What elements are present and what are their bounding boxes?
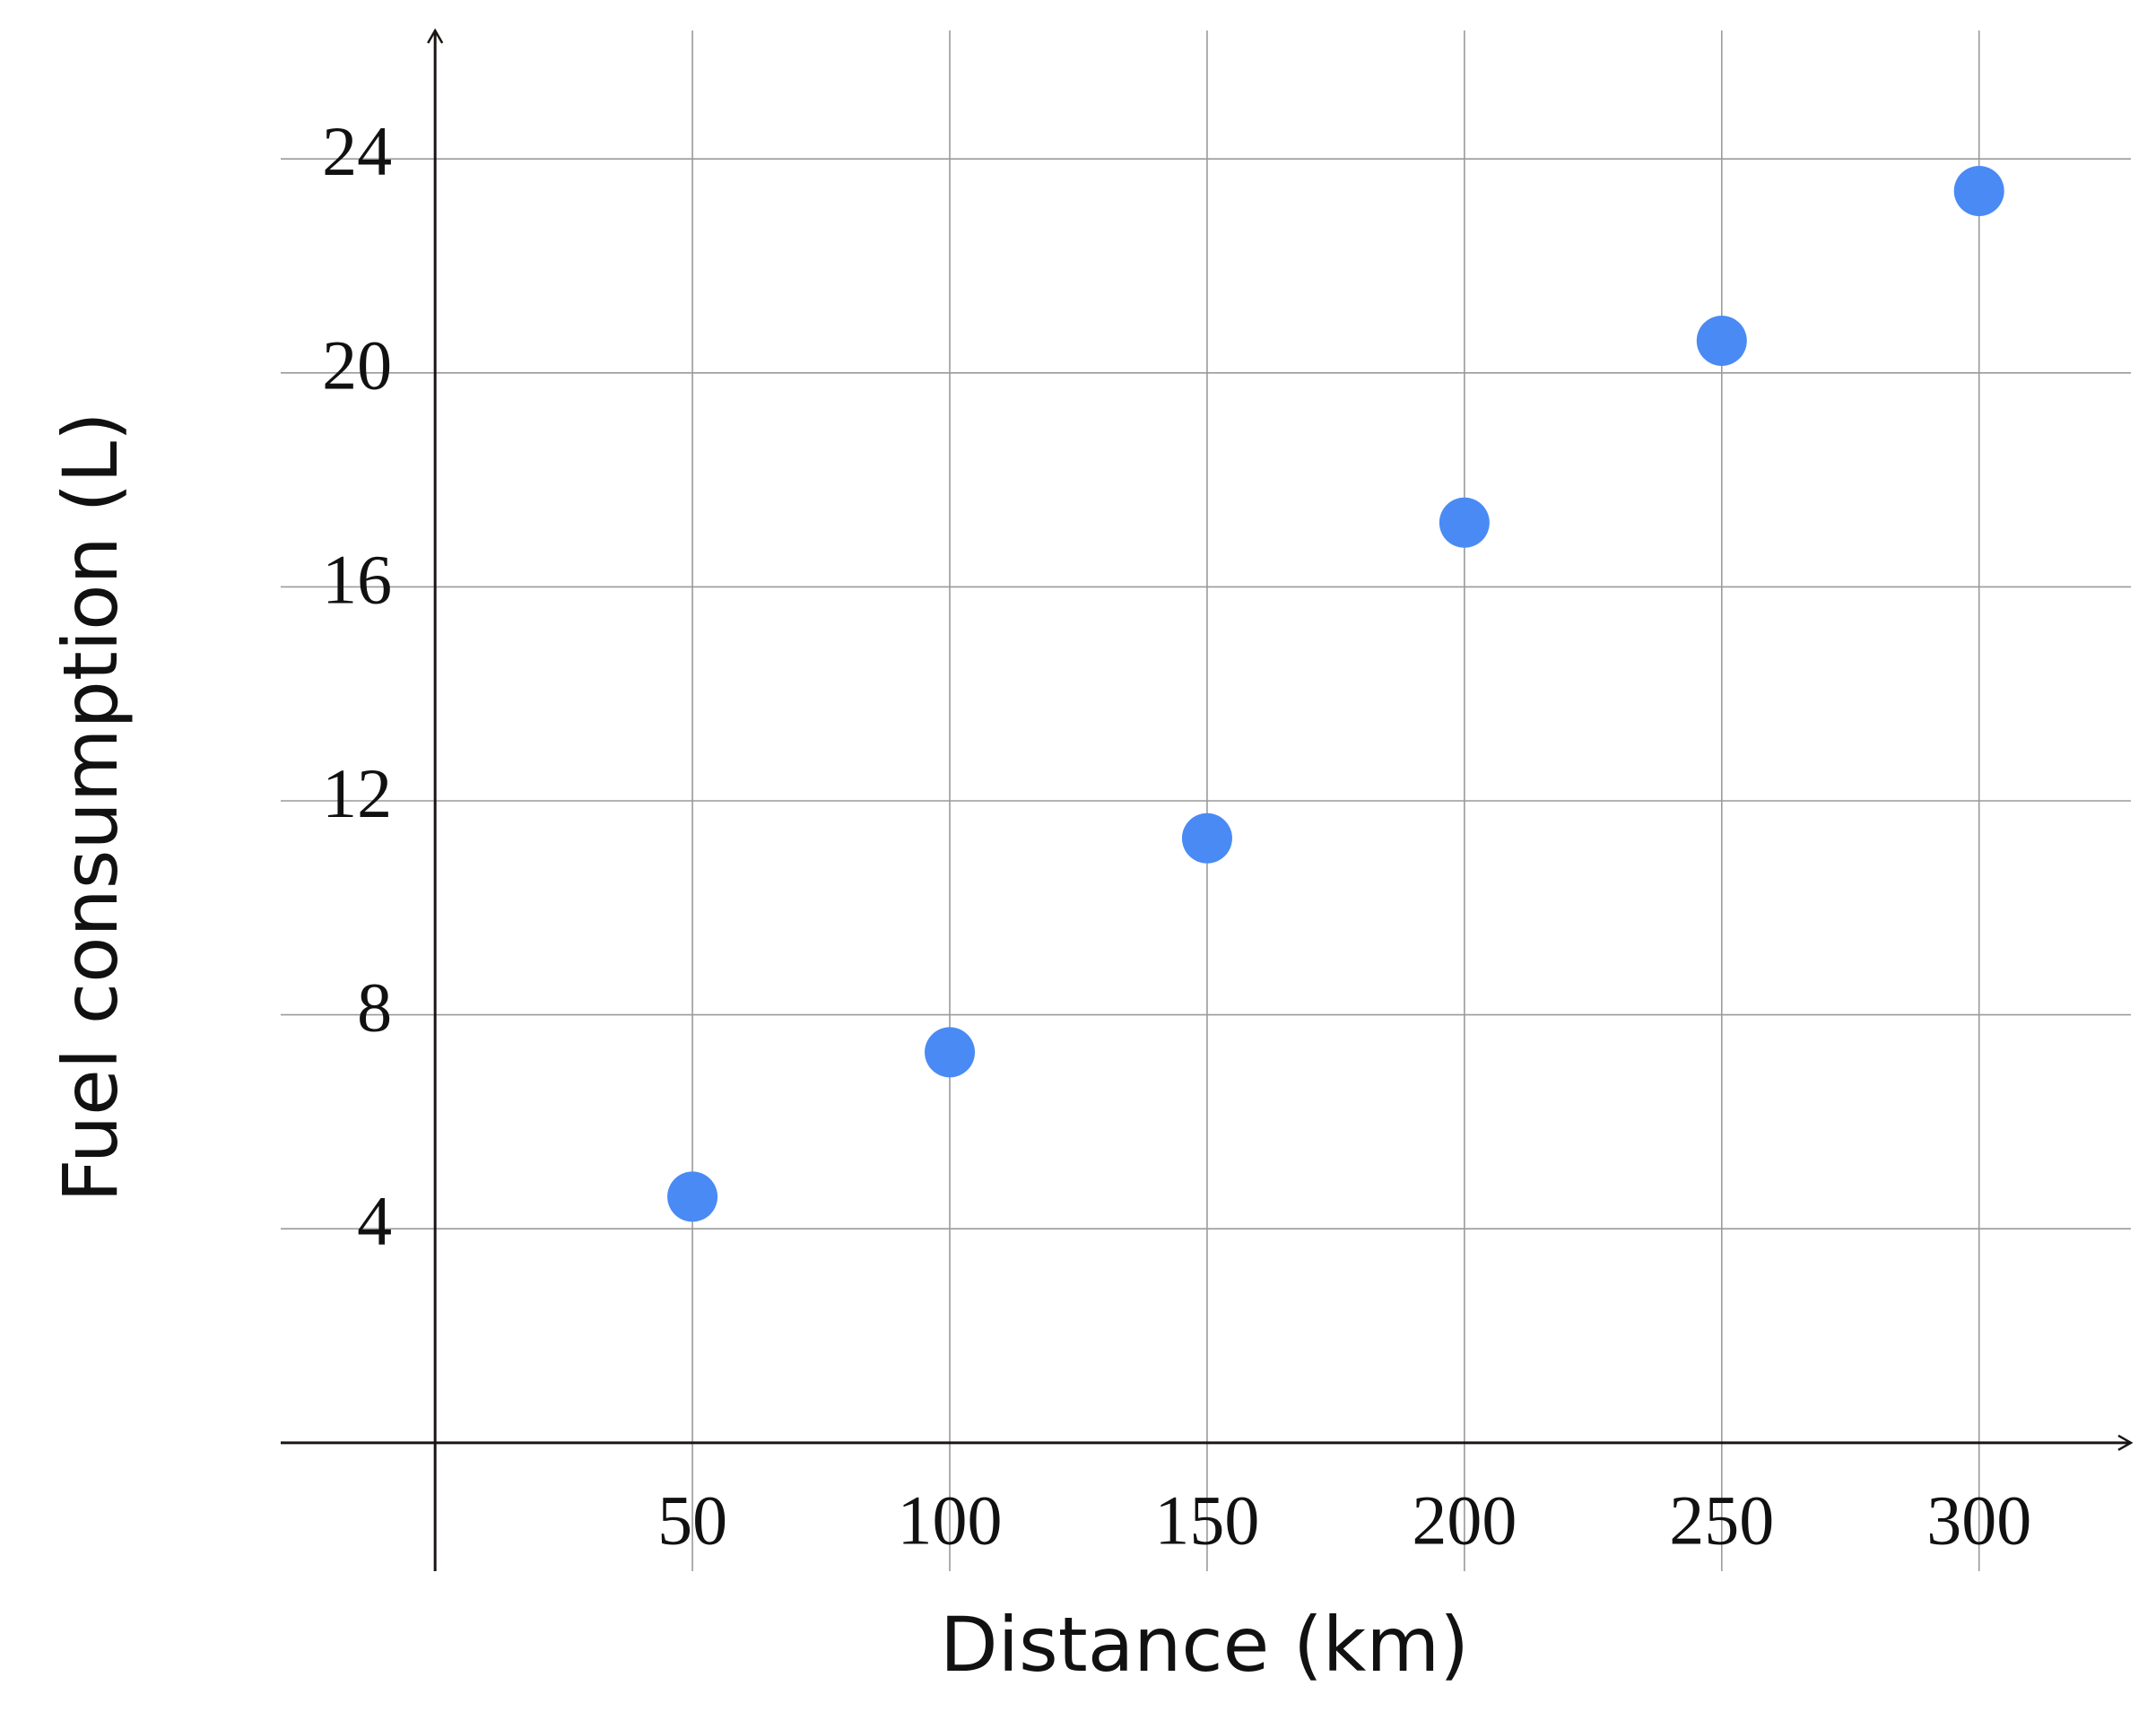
x-tick-label: 50 — [657, 1481, 727, 1560]
marks — [667, 165, 2004, 1222]
x-tick-label: 250 — [1669, 1481, 1774, 1560]
point — [925, 1027, 976, 1078]
grid — [281, 30, 2131, 1571]
x-tick-label: 150 — [1154, 1481, 1259, 1560]
y-tick-label: 8 — [357, 969, 392, 1047]
y-tick-label: 24 — [322, 112, 392, 190]
y-tick-label: 4 — [357, 1182, 392, 1260]
y-tick-label: 12 — [322, 754, 392, 832]
point — [667, 1171, 718, 1222]
point — [1181, 812, 1232, 864]
axes — [281, 28, 2134, 1571]
point — [1696, 315, 1747, 366]
x-tick-label: 100 — [898, 1481, 1003, 1560]
y-tick-label: 16 — [322, 540, 392, 618]
point — [1439, 497, 1490, 548]
x-tick-label: 200 — [1412, 1481, 1517, 1560]
point — [1953, 165, 2004, 216]
y-axis-title: Fuel consumption (L) — [47, 412, 135, 1203]
y-tick-label: 20 — [322, 326, 392, 404]
x-tick-label: 300 — [1926, 1481, 2031, 1560]
x-axis-title: Distance (km) — [940, 1601, 1469, 1689]
